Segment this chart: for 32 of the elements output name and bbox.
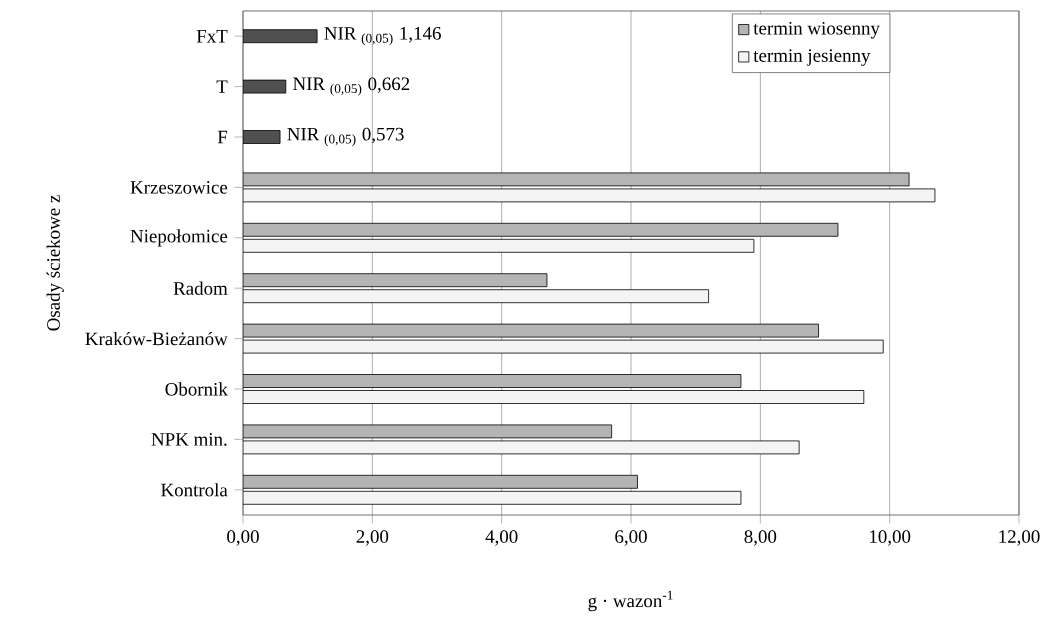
x-tick-label: 6,00	[615, 530, 647, 546]
y-tick-label: Radom	[173, 281, 228, 295]
y-tick-label: Niepołomice	[130, 229, 228, 247]
bar	[243, 238, 755, 253]
legend-label: termin wiosenny	[753, 21, 880, 39]
y-axis-title: Osady ściekowe z	[46, 195, 64, 331]
y-tick-label: Kontrola	[161, 483, 228, 497]
x-tick-label: 10,00	[870, 530, 911, 546]
bar	[243, 289, 710, 304]
bar	[243, 374, 742, 388]
y-tick-label: Obornik	[165, 382, 228, 396]
x-tick-label: 0,00	[227, 530, 259, 546]
data-label: NIR $_{(0,05)}$ 1,146	[324, 27, 441, 46]
x-tick-label: 8,00	[744, 530, 777, 546]
y-tick-label: Kraków-Bieżanów	[85, 331, 228, 346]
legend-label: termin jesienny	[753, 49, 871, 66]
x-tick-label: 12,00	[999, 530, 1040, 546]
x-tick-label: 2,00	[356, 530, 389, 546]
bar	[243, 490, 742, 505]
x-axis-title: g · wazon$^{-1}$	[588, 590, 673, 612]
x-tick-label: 4,00	[485, 530, 518, 546]
y-tick-label: Krzeszowice	[130, 181, 228, 194]
y-tick-label: FxT	[196, 29, 228, 43]
y-tick-label: F	[217, 130, 228, 144]
bar	[243, 390, 865, 404]
data-label: NIR $_{(0,05)}$ 0,573	[287, 127, 404, 147]
bar	[243, 273, 548, 288]
y-tick-label: T	[216, 80, 228, 93]
y-tick-label: NPK min.	[151, 433, 227, 446]
bar	[243, 222, 839, 237]
bar	[243, 474, 638, 489]
data-label: NIR $_{(0,05)}$ 0,662	[293, 77, 410, 96]
